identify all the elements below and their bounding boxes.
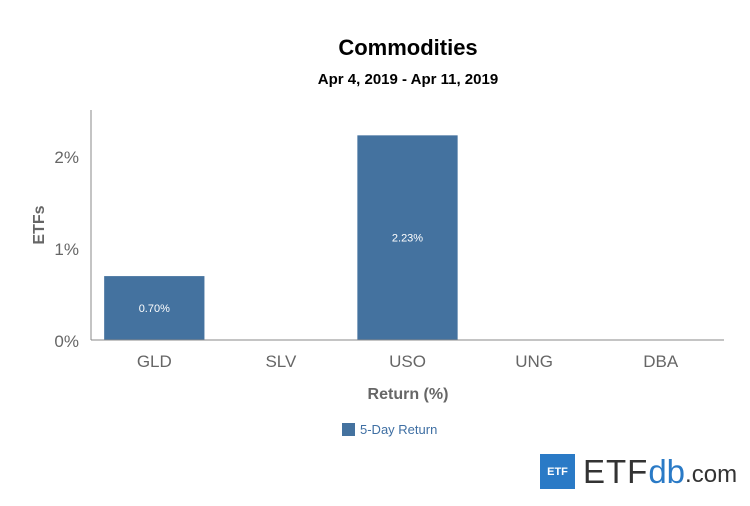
x-tick-label: DBA xyxy=(643,352,679,371)
x-tick-label: SLV xyxy=(265,352,297,371)
y-tick-label: 0% xyxy=(54,332,79,351)
chart-subtitle: Apr 4, 2019 - Apr 11, 2019 xyxy=(318,71,498,88)
x-tick-label: GLD xyxy=(137,352,172,371)
logo-db-text: db xyxy=(648,453,686,490)
bar-uso[interactable] xyxy=(356,134,459,341)
bar-gld[interactable] xyxy=(103,275,206,341)
x-axis-label: Return (%) xyxy=(368,386,449,403)
legend-swatch[interactable] xyxy=(342,423,355,436)
x-tick-label: UNG xyxy=(515,352,553,371)
data-label: 0.70% xyxy=(139,303,170,315)
logo-box: ETF xyxy=(540,454,575,489)
etfdb-logo: ETF ETF db .com xyxy=(540,451,737,492)
y-axis-label: ETFs xyxy=(31,205,48,244)
data-label: 2.23% xyxy=(392,232,423,244)
logo-com-text: .com xyxy=(685,461,738,488)
logo-etf-text: ETF xyxy=(583,453,649,490)
y-tick-label: 1% xyxy=(54,240,79,259)
y-tick-label: 2% xyxy=(54,148,79,167)
chart-title: Commodities xyxy=(338,35,477,60)
x-tick-label: USO xyxy=(389,352,426,371)
legend-label[interactable]: 5-Day Return xyxy=(360,422,437,437)
